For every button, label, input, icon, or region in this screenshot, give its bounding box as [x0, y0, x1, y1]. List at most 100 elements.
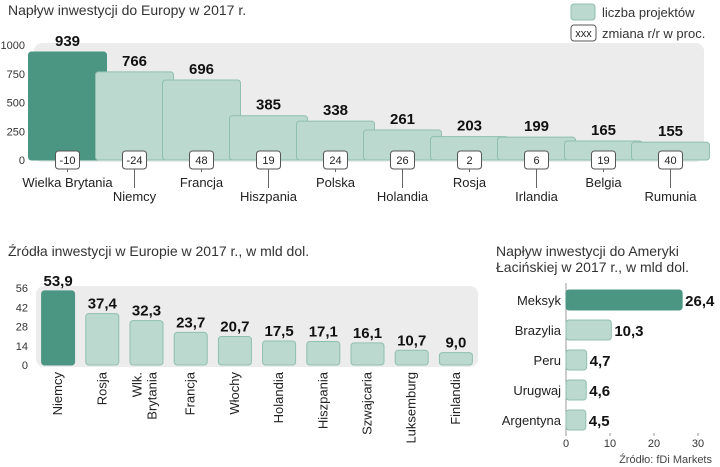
chart1-bar [28, 51, 107, 161]
chart2-category-label: Wlk. [130, 372, 145, 397]
chart1-category-label: Niemcy [113, 189, 157, 204]
chart3-xtick-label: 20 [648, 438, 660, 450]
chart2-category-label-line2: Brytania [145, 371, 160, 419]
chart1-ytick-label: 500 [7, 98, 25, 110]
chart1-value-label: 338 [323, 102, 348, 119]
chart1-change-label: -24 [127, 155, 143, 167]
chart1-category-label: Rosja [453, 175, 487, 190]
chart1-value-label: 696 [189, 61, 214, 78]
chart2-bar [350, 342, 385, 366]
chart1-bar [162, 79, 241, 161]
chart1-change-label: 24 [329, 155, 341, 167]
chart3-category-label: Brazylia [515, 323, 562, 338]
legend-projects-swatch [570, 3, 596, 21]
chart1-ytick-label: 750 [7, 69, 25, 81]
chart1-ytick-label: 250 [7, 126, 25, 138]
chart1-value-label: 385 [256, 97, 281, 114]
chart3-category-label: Argentyna [502, 413, 562, 428]
chart2-value-label: 17,1 [309, 323, 338, 340]
chart2-value-label: 23,7 [176, 314, 205, 331]
chart2-category-label: Francja [183, 371, 198, 415]
chart2-value-label: 37,4 [88, 296, 118, 313]
chart3-value-label: 10,3 [614, 323, 643, 340]
chart1-category-label: Rumunia [644, 189, 697, 204]
chart3-value-label: 4,7 [590, 353, 611, 370]
chart1-change-label: 2 [466, 155, 472, 167]
chart2-ytick-label: 42 [16, 302, 28, 314]
chart1-value-label: 203 [457, 118, 482, 135]
chart1-value-label: 939 [55, 33, 80, 50]
chart2-bar [262, 340, 297, 366]
chart1-value-label: 766 [122, 53, 147, 70]
chart1-change-label: -10 [60, 155, 76, 167]
chart1-category-label: Francja [180, 175, 224, 190]
chart2-ytick-label: 56 [16, 283, 28, 295]
chart2-ytick-label: 28 [16, 322, 28, 334]
chart1-change-label: 40 [664, 155, 676, 167]
chart3-xtick-label: 10 [604, 438, 616, 450]
chart3-bar [565, 289, 683, 311]
legend-change-label: zmiana r/r w proc. [602, 26, 705, 41]
chart3-value-label: 26,4 [685, 293, 715, 310]
chart3-category-label: Meksyk [517, 293, 562, 308]
chart3-title-line1: Napływ inwestycji do Ameryki [496, 243, 679, 259]
chart2-category-label: Niemcy [50, 372, 65, 416]
legend-change-box [570, 24, 597, 42]
chart1-value-label: 199 [524, 118, 549, 135]
chart2-bar [394, 349, 429, 366]
chart1-value-label: 155 [658, 123, 683, 140]
chart1-value-label: 261 [390, 111, 415, 128]
chart2-value-label: 10,7 [397, 332, 426, 349]
chart3-category-label: Peru [534, 353, 561, 368]
chart1-category-label: Holandia [377, 189, 429, 204]
chart3-bar [565, 319, 612, 341]
chart2-category-label: Finlandia [448, 371, 463, 425]
source-note: Źródło: fDi Markets [619, 453, 712, 466]
chart1-value-label: 165 [591, 122, 616, 139]
chart1-investment-inflow-europe: 0 250 500 750 1000 939 -10 Wielka Brytania 766 -2… [1, 33, 710, 204]
chart2-bar [173, 331, 208, 366]
chart1-change-label: 19 [262, 155, 274, 167]
chart2-category-label: Holandia [271, 371, 286, 423]
chart1-title: Napływ inwestycji do Europy w 2017 r. [8, 2, 246, 18]
chart2-category-label: Włochy [227, 372, 242, 415]
chart1-change-label: 26 [396, 155, 408, 167]
chart2-value-label: 9,0 [445, 335, 466, 352]
chart2-bar [129, 320, 164, 366]
chart1-ytick-label: 0 [19, 155, 25, 167]
chart3-xtick-label: 0 [563, 438, 569, 450]
chart3-bar [565, 379, 587, 401]
chart2-bar [85, 313, 120, 366]
chart2-bar [217, 336, 252, 366]
chart2-bar [306, 340, 341, 366]
chart1-category-label: Polska [316, 175, 356, 190]
legend-change-box-text: xxx [575, 28, 592, 40]
legend-projects-label: liczba projektów [602, 5, 695, 20]
chart2-bar [438, 352, 473, 366]
chart2-category-label: Rosja [94, 371, 109, 405]
chart2-bar [41, 290, 76, 366]
chart2-title: Źródła inwestycji w Europie w 2017 r., w… [8, 243, 309, 259]
chart1-category-label: Hiszpania [240, 189, 298, 204]
chart1-change-label: 6 [533, 155, 539, 167]
chart3-category-label: Urugwaj [513, 383, 561, 398]
chart1-category-label: Wielka Brytania [22, 175, 113, 190]
chart2-value-label: 53,9 [43, 273, 72, 290]
chart1-bar [95, 71, 174, 161]
chart2-value-label: 20,7 [220, 319, 249, 336]
chart3-bar [565, 349, 588, 371]
chart2-investment-sources-europe: 0 14 28 42 56 53,9 Niemcy 37,4 Rosja 32,3 Wlk. Bryt… [16, 273, 478, 444]
chart2-category-label: Szwajcaria [360, 371, 375, 435]
chart2-category-label: Hiszpania [315, 371, 330, 429]
chart3-title-line2: Łacińskiej w 2017 r., w mld dol. [496, 259, 689, 275]
chart3-bar [565, 409, 587, 431]
chart2-value-label: 32,3 [132, 303, 161, 320]
chart2-value-label: 16,1 [353, 325, 382, 342]
chart2-value-label: 17,5 [264, 323, 293, 340]
chart1-change-label: 19 [597, 155, 609, 167]
chart1-change-label: 48 [195, 155, 207, 167]
chart3-xtick-label: 30 [692, 438, 704, 450]
chart2-category-label: Luksemburg [404, 372, 419, 444]
chart3-investment-latin-america: Meksyk 26,4 Brazylia 10,3 Peru 4,7 Urugwaj 4,6 A… [502, 283, 715, 450]
